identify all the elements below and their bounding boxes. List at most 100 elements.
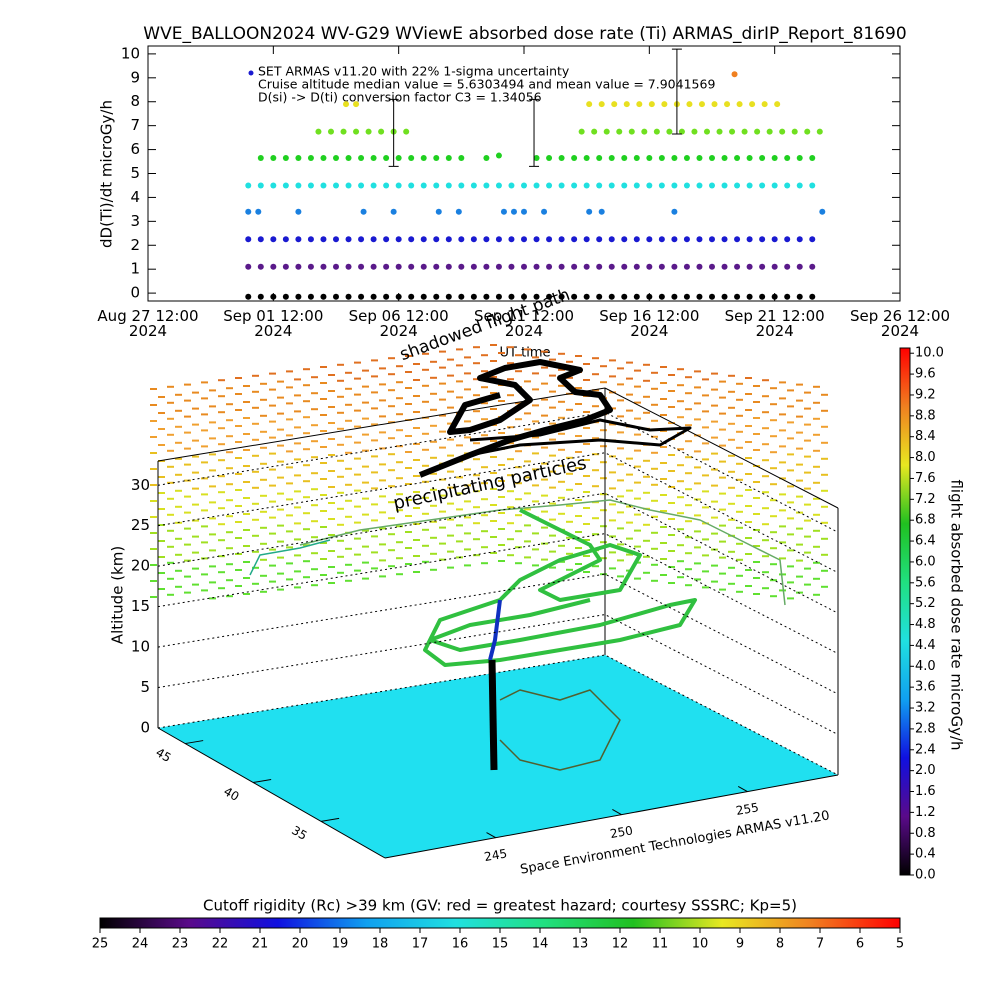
point [809, 263, 816, 270]
colorbar-tick-label: 8.4 [915, 429, 936, 444]
point [596, 154, 603, 161]
point [282, 263, 289, 270]
colorbar-tick-label: 8 [776, 937, 784, 952]
y-tick [253, 778, 272, 783]
x-tick-label: Aug 27 12:00 2024 [97, 307, 199, 340]
point [353, 101, 360, 108]
colorbar-tick-label: 6 [856, 937, 864, 952]
ground-track [499, 689, 621, 771]
shadow-track [249, 539, 331, 576]
x-tick-label: Sep 11 12:00 2024 [473, 307, 575, 340]
point [578, 128, 585, 135]
point [633, 182, 640, 189]
point [420, 263, 427, 270]
point [255, 208, 262, 215]
point [245, 182, 252, 189]
point [270, 154, 277, 161]
point [809, 293, 816, 300]
point [383, 182, 390, 189]
point [333, 154, 339, 161]
point [420, 154, 427, 161]
colorbar-tick-label: 13 [572, 937, 589, 952]
point [533, 293, 540, 300]
z-axis-label: Altitude (km) [109, 546, 127, 644]
point [546, 293, 553, 300]
point [784, 182, 791, 189]
colorbar-tick-label: 0.8 [915, 826, 936, 841]
y-tick-label: 3 [130, 212, 140, 230]
point [796, 236, 803, 243]
grid-line [157, 452, 839, 574]
point [571, 236, 578, 243]
point [433, 236, 440, 243]
point [295, 236, 302, 243]
point [759, 154, 766, 161]
grid-line [157, 573, 839, 695]
point [686, 101, 693, 108]
point [470, 293, 477, 300]
x-tick-label: Sep 16 12:00 2024 [599, 307, 700, 340]
point [658, 182, 665, 189]
point [370, 182, 377, 189]
y-tick [321, 817, 340, 822]
colorbar [99, 917, 901, 929]
point [621, 236, 628, 243]
colorbar-tick-label: 20 [292, 937, 309, 952]
point [646, 182, 653, 189]
y-tick-label: 5 [130, 164, 140, 182]
point [586, 208, 593, 215]
point [608, 293, 615, 300]
point [558, 182, 565, 189]
point [445, 182, 452, 189]
point [270, 263, 277, 270]
point [796, 293, 803, 300]
point [698, 101, 705, 108]
y-tick-label: 35 [289, 823, 309, 843]
point [541, 208, 548, 215]
point [445, 263, 452, 270]
y-tick-label: 8 [130, 92, 140, 110]
x-tick-label: 245 [483, 846, 508, 864]
flight-track [423, 508, 697, 667]
colorbar-tick-label: 9.6 [915, 367, 936, 382]
point [796, 154, 803, 161]
colorbar-tick-label: 0.4 [915, 847, 936, 862]
y-tick-label: 4 [130, 188, 140, 206]
x-tick [737, 785, 748, 793]
point [791, 128, 798, 135]
point [558, 293, 565, 300]
colorbar-tick-label: 5.6 [915, 575, 936, 590]
colorbar-tick-label: 2.4 [915, 742, 936, 757]
point [658, 293, 665, 300]
point [433, 293, 440, 300]
error-bar [671, 48, 682, 135]
point [495, 293, 502, 300]
point [746, 154, 753, 161]
colorbar-tick-label: 17 [412, 937, 429, 952]
point [307, 236, 314, 243]
point [771, 263, 778, 270]
point [282, 182, 289, 189]
point [433, 182, 440, 189]
point [358, 182, 365, 189]
shadow-path [418, 359, 613, 478]
point [696, 182, 703, 189]
point [546, 236, 553, 243]
point [333, 236, 339, 243]
point [245, 208, 252, 215]
point [483, 263, 490, 270]
point [395, 263, 402, 270]
ascent-column [488, 659, 498, 771]
point [658, 154, 665, 161]
point [671, 154, 678, 161]
y-tick-label: 10 [121, 44, 140, 62]
y-tick-label: 40 [221, 784, 241, 804]
colorbar-tick-label: 16 [452, 937, 469, 952]
y-tick-label: 45 [153, 745, 173, 765]
colorbar-label: flight absorbed dose rate microGy/h [948, 479, 966, 750]
point [596, 236, 603, 243]
point [470, 182, 477, 189]
point [521, 293, 527, 300]
point [257, 154, 264, 161]
point [809, 236, 816, 243]
